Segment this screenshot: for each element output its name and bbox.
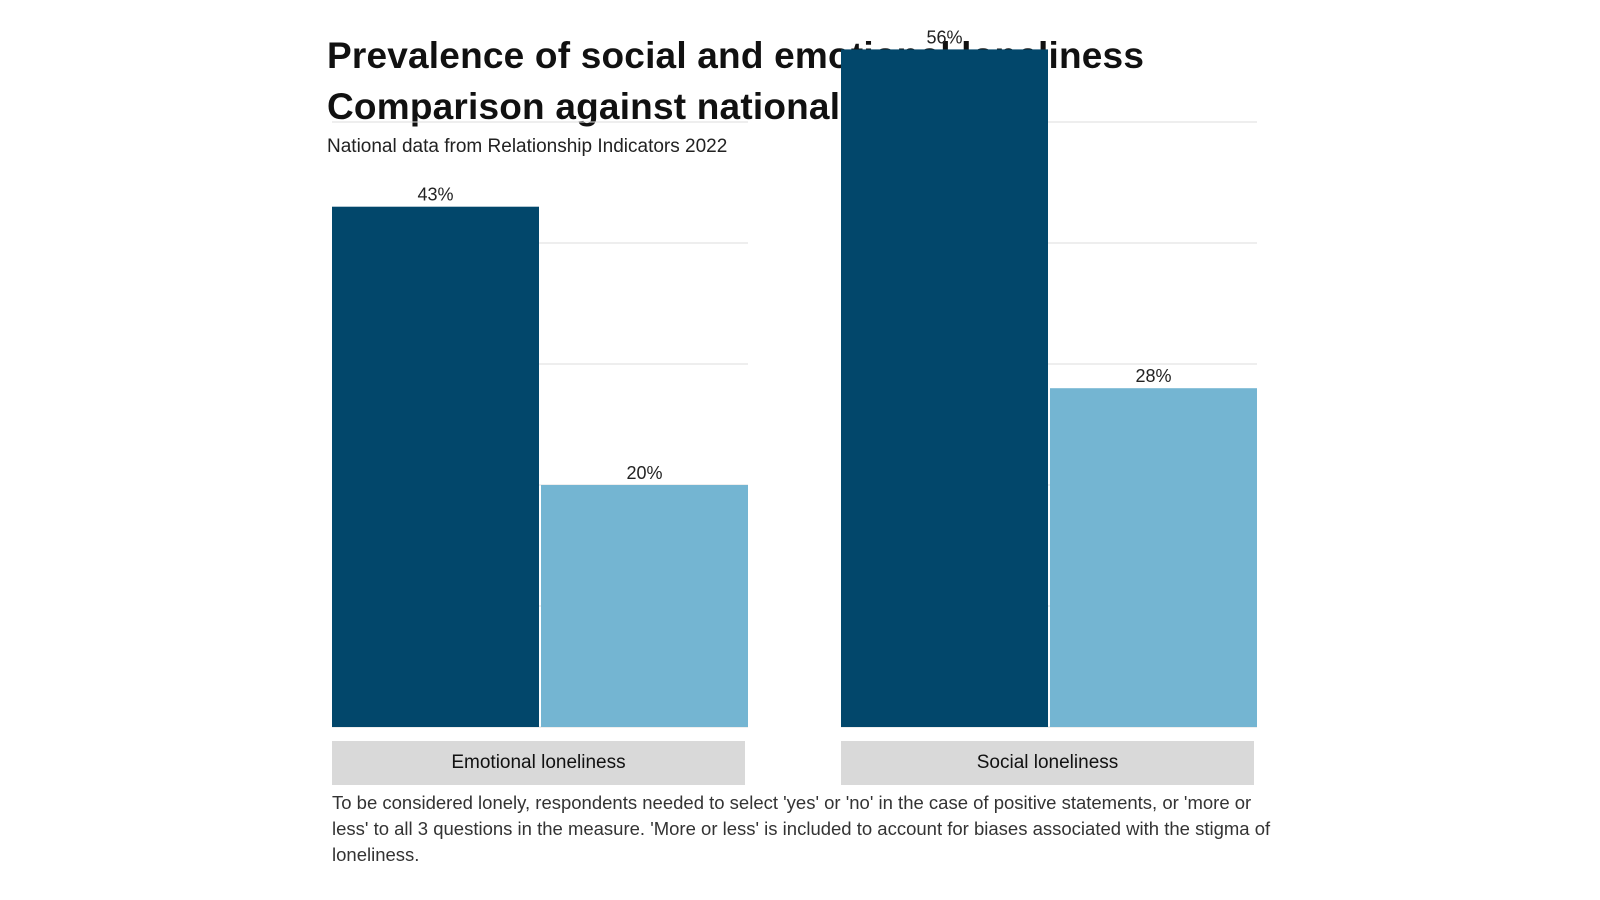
facet-label-emotional-loneliness: Emotional loneliness	[332, 741, 745, 785]
bar-emotional-series-1	[332, 206, 539, 727]
bar-social-series-2	[1050, 388, 1257, 727]
facet-label-social-loneliness: Social loneliness	[841, 741, 1254, 785]
data-label: 56%	[926, 27, 962, 47]
bar-emotional-series-2	[541, 485, 748, 727]
chart-title-line-2: Comparison against national data	[327, 86, 928, 127]
data-label: 20%	[626, 463, 662, 483]
data-label: 28%	[1135, 366, 1171, 386]
bar-social-series-1	[841, 49, 1048, 727]
data-label: 43%	[417, 185, 453, 205]
chart-subtitle: National data from Relationship Indicato…	[327, 136, 728, 157]
footnote: To be considered lonely, respondents nee…	[332, 792, 1271, 865]
